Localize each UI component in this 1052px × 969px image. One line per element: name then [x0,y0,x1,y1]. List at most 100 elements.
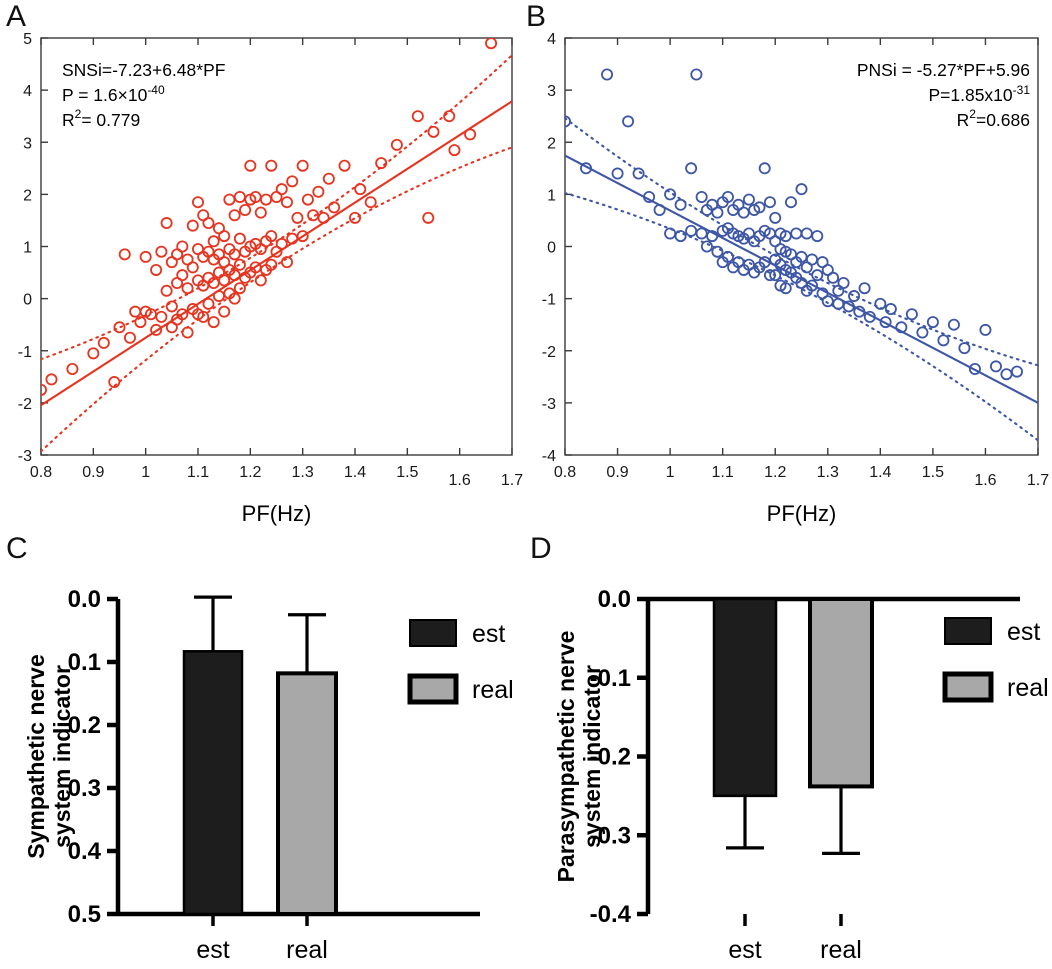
scatter-point [821,295,834,308]
scatter-point [721,190,734,203]
category-label: real [286,936,328,964]
scatter-point [186,261,199,274]
y-tick-label: -1 [542,292,556,309]
x-tick-label: 1 [141,464,150,481]
x-axis-title: PF(Hz) [242,501,312,526]
panel-c-letter: C [6,532,28,565]
scatter-point [711,206,724,219]
scatter-point [338,159,351,172]
y-axis-title-line2: system indicator [579,665,605,848]
x-tick-label: 1.5 [396,464,418,481]
plot-frame [564,37,1039,456]
scatter-point [41,383,47,396]
scatter-point [685,162,698,175]
scatter-point [322,172,335,185]
x-tick-label: 1.2 [764,464,786,481]
y-axis-title: Sympathetic nerve system indicator [23,654,75,859]
y-tick-label: -0.2 [590,744,631,771]
scatter-point [989,360,1002,373]
y-tick-label: 2 [23,187,32,204]
y-tick-label: 3 [547,83,556,100]
y-tick-label: 0.0 [598,586,631,613]
annotation-rsquared: R2=0.686 [957,107,1030,130]
y-tick-label: -4 [542,448,556,465]
scatter-point [139,250,152,263]
category-label: real [820,936,862,964]
scatter-point [296,230,309,243]
panel-d-letter: D [530,532,552,565]
scatter-point [228,209,241,222]
y-tick-label: 0 [547,240,556,257]
x-tick-label: 1.6 [449,472,471,489]
scatter-point [742,193,755,206]
scatter-point [763,196,776,209]
scatter-point [611,167,624,180]
y-tick-label: -0.1 [590,665,631,692]
annotation-equation: SNSi=-7.23+6.48*PF [62,60,225,80]
scatter-point [411,110,424,123]
scatter-point [191,196,204,209]
scatter-point [800,227,813,240]
scatter-point [97,336,110,349]
scatter-point [254,206,267,219]
scatter-point [364,196,377,209]
scatter-point [422,211,435,224]
bar [712,597,778,798]
x-tick-label: 1.3 [292,464,314,481]
y-axis-title: Parasympathetic nerve system indicator [553,631,605,883]
scatter-point [328,201,341,214]
x-tick-label: 1.2 [239,464,261,481]
scatter-point [690,68,703,81]
scatter-point [286,175,299,188]
scatter-point [827,271,840,284]
y-tick-label: 3 [23,135,32,152]
scatter-point [565,115,571,128]
scatter-point [160,217,173,230]
y-tick-label: 0.0 [68,586,101,613]
scatter-point [884,303,897,316]
scatter-point [779,230,792,243]
y-tick-label: -0.4 [590,901,632,928]
annotation-equation: PNSi = -5.27*PF+5.96 [857,60,1030,80]
scatter-point [874,297,887,310]
bar [808,597,874,789]
panel-a-letter: A [6,0,27,33]
scatter-point [375,157,388,170]
scatter-point [66,362,79,375]
legend-label: real [472,676,514,704]
scatter-point [296,159,309,172]
y-tick-label: 0.1 [68,649,101,676]
y-tick-label: 1 [23,240,32,257]
panel-a: A 0.8 0.9 1 1.1 1.2 1.3 1.4 1.5 1.6 1.7 5 4 3 2 1 0 -1 -2… [0,0,526,530]
scatter-point [265,159,278,172]
scatter-point [280,196,293,209]
scatter-point [1010,365,1023,378]
y-tick-label: 0.5 [68,901,101,928]
legend: est real [942,617,1049,703]
scatter-point [795,250,808,263]
legend-swatch [942,671,994,703]
scatter-point [202,217,215,230]
scatter-point [737,206,750,219]
scatter-point [186,219,199,232]
scatter-point [197,310,210,323]
scatter-point [837,276,850,289]
scatter-point [763,269,776,282]
x-tick-label: 1.3 [817,464,839,481]
panel-a-scatter-plot: 0.8 0.9 1 1.1 1.2 1.3 1.4 1.5 1.6 1.7 5 4 3 2 1 0 -1 -2 -3… [18,31,523,526]
scatter-point [947,318,960,331]
y-tick-label: -3 [18,448,32,465]
scatter-point [176,308,189,321]
scatter-point [674,230,687,243]
panel-b: B 0.8 0.9 1 1.1 1.2 1.3 1.4 1.5 1.6 1.7 4 3 2 1 0 -1 -2 -… [520,0,1052,530]
scatter-point [181,326,194,339]
scatter-point [879,316,892,329]
scatter-point [181,282,194,295]
regression-line [41,100,512,407]
scatter-point [848,290,861,303]
x-tick-label: 0.9 [606,464,628,481]
scatter-point [275,183,288,196]
